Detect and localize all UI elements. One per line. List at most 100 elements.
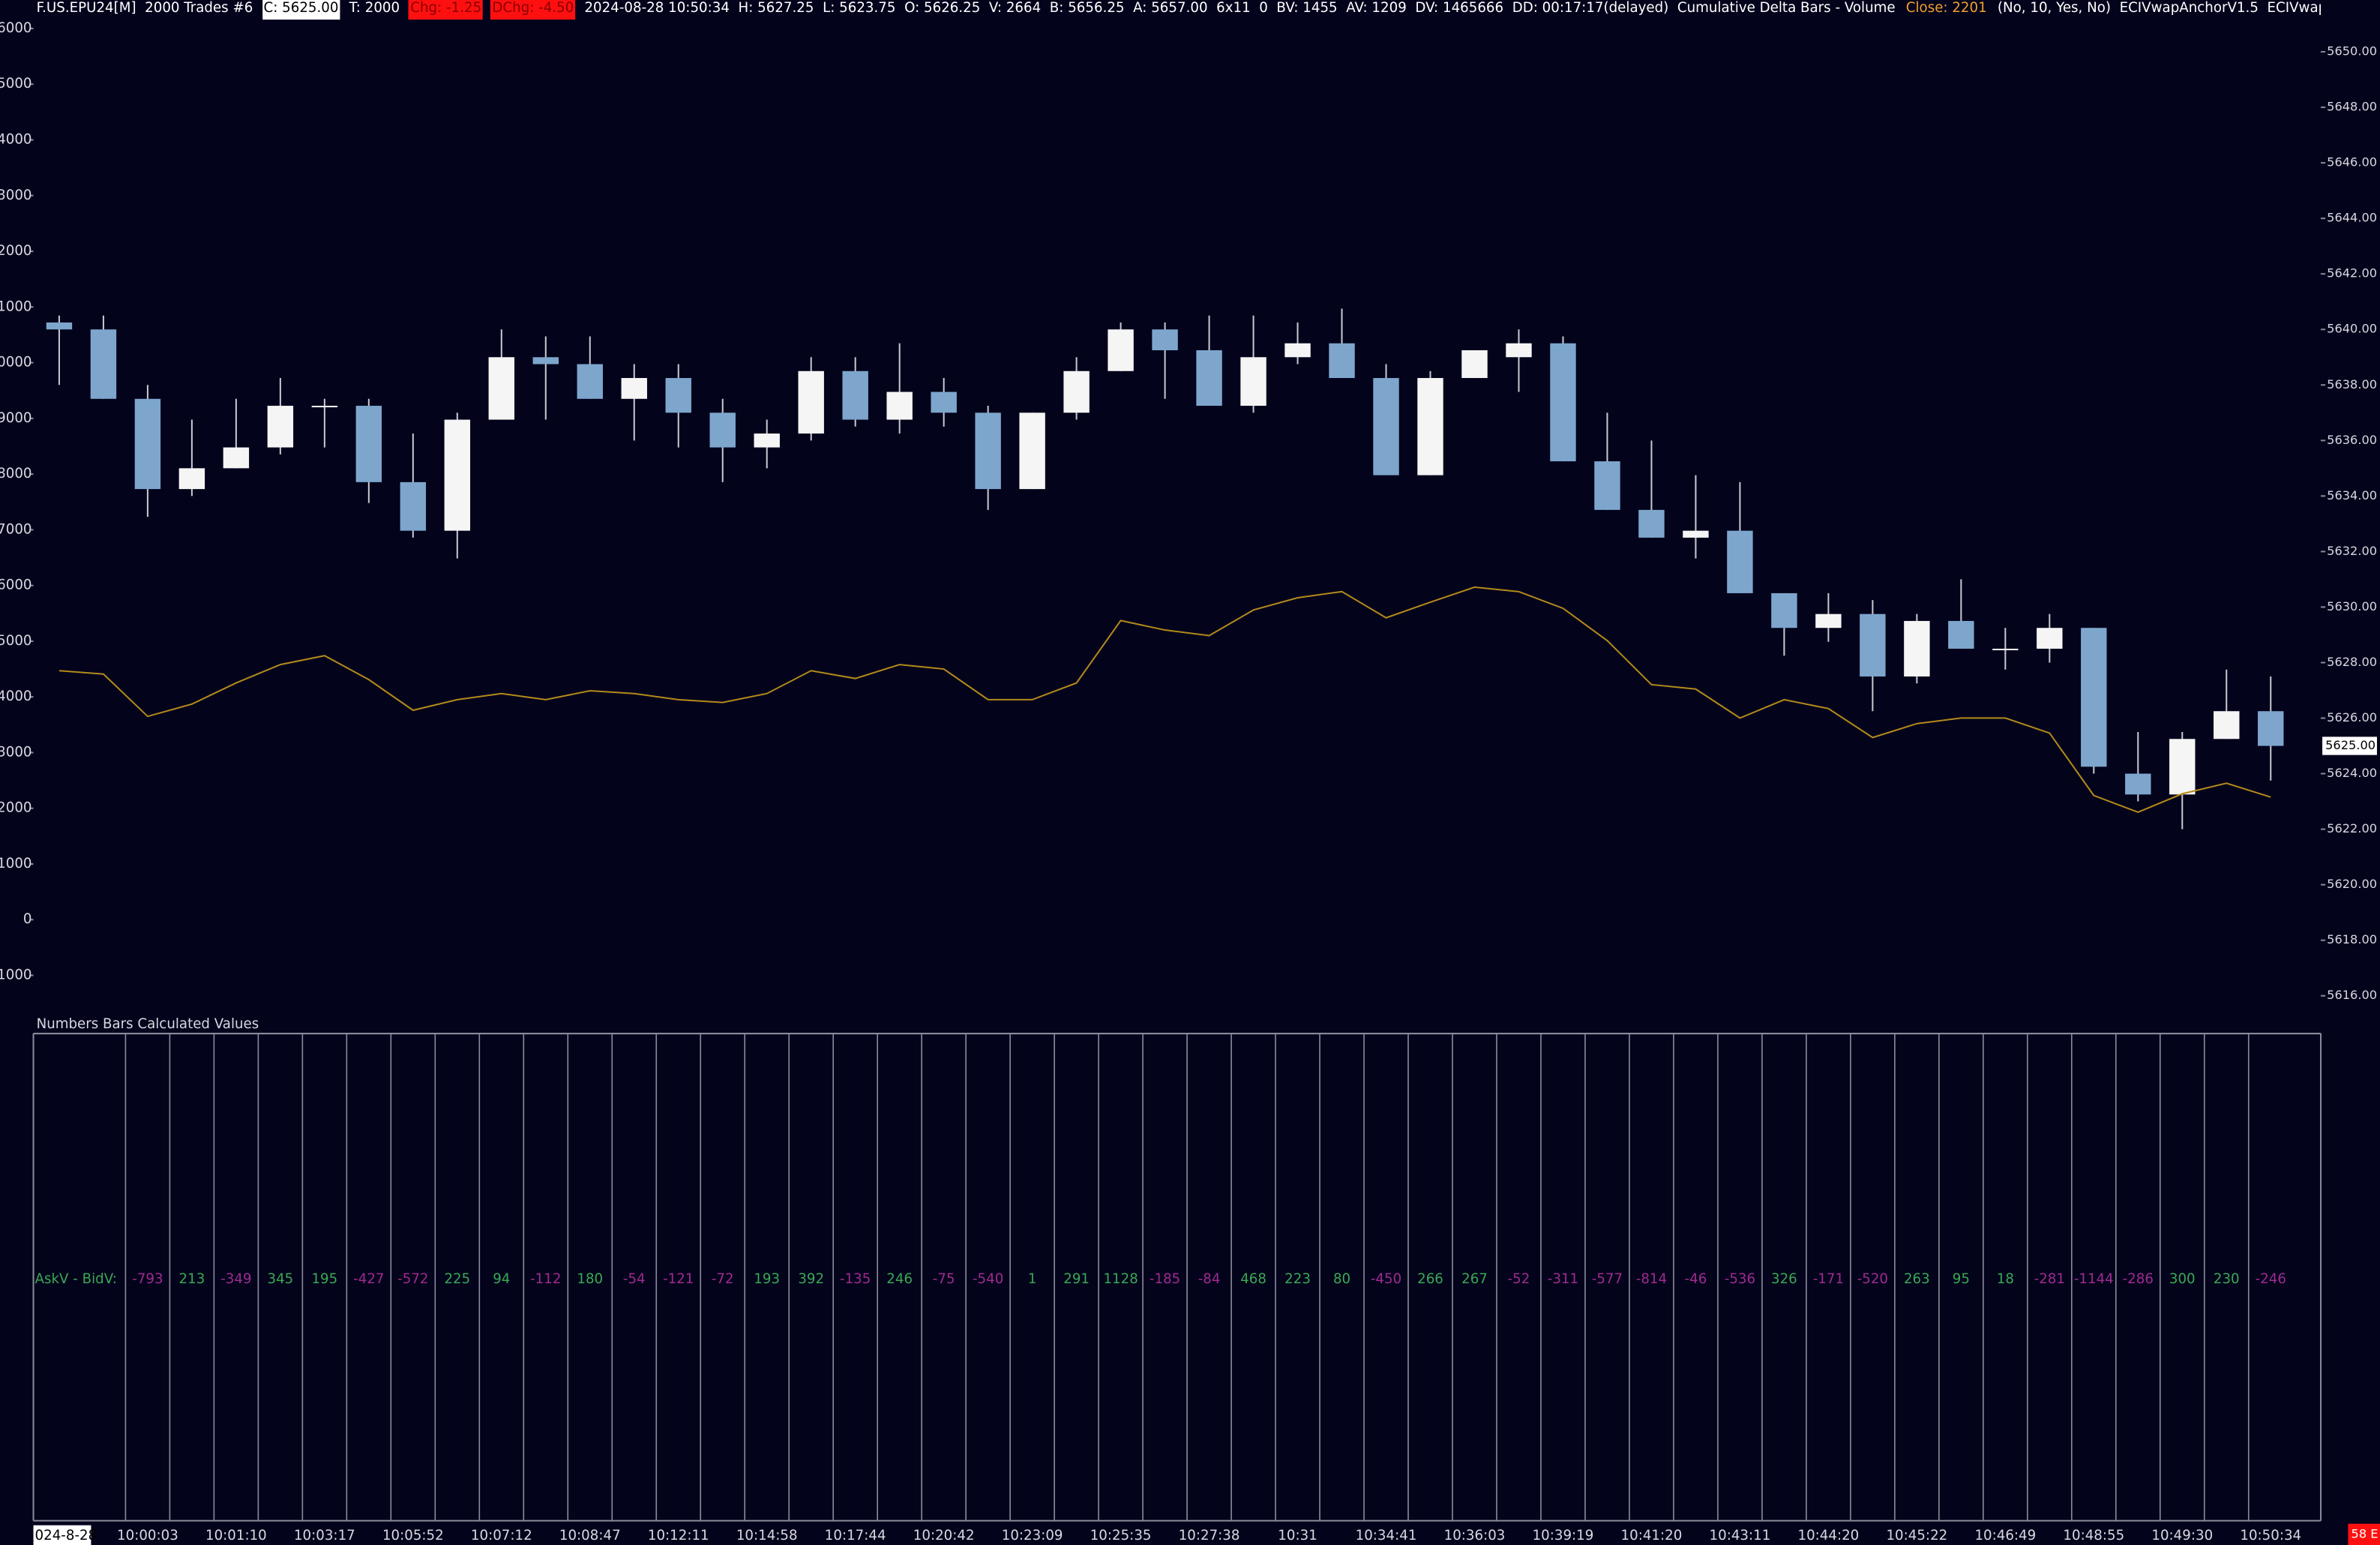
x-tick-label: 10:43:11 bbox=[1710, 1528, 1771, 1544]
value-label: -520 bbox=[1857, 1271, 1888, 1287]
value-label: -450 bbox=[1371, 1271, 1401, 1287]
candle-body bbox=[1904, 620, 1930, 676]
value-label: -72 bbox=[712, 1271, 734, 1287]
value-label: 345 bbox=[267, 1271, 293, 1287]
candle-body bbox=[842, 370, 868, 420]
value-label: 267 bbox=[1461, 1271, 1488, 1287]
value-label: 213 bbox=[179, 1271, 205, 1287]
value-label: 266 bbox=[1417, 1271, 1443, 1287]
x-tick-label: 10:14:58 bbox=[736, 1528, 798, 1544]
candle-body bbox=[488, 357, 515, 420]
header-item: DChg: -4.50 bbox=[490, 0, 576, 20]
candle-body bbox=[400, 482, 427, 531]
status-label: 58 E bbox=[2352, 1526, 2379, 1540]
value-label: -281 bbox=[2034, 1271, 2065, 1287]
value-label: 180 bbox=[577, 1271, 603, 1287]
cumulative-delta-line bbox=[58, 586, 2271, 813]
header-item: T: 2000 bbox=[349, 2, 400, 17]
y2-tick-label: 3000 bbox=[0, 188, 32, 203]
value-label: 18 bbox=[1997, 1271, 2014, 1287]
x-tick-label: 10:34:41 bbox=[1356, 1528, 1417, 1544]
y-tick-label: 5616.00 bbox=[2327, 988, 2377, 1002]
header-item: C: 5625.00 bbox=[262, 0, 340, 20]
candle-body bbox=[1594, 461, 1620, 510]
header-item: Close: 2201 bbox=[1905, 2, 1987, 17]
candle-body bbox=[975, 412, 1001, 490]
value-label: 1128 bbox=[1103, 1271, 1138, 1287]
candle-body bbox=[1108, 329, 1134, 371]
candle-body bbox=[1638, 509, 1665, 538]
status-box bbox=[2348, 1523, 2380, 1545]
candle-body bbox=[2037, 628, 2063, 649]
x-tick-label: 10:48:55 bbox=[2063, 1528, 2124, 1544]
candle-body bbox=[2169, 739, 2196, 795]
x-tick-label: 10:03:17 bbox=[294, 1528, 355, 1544]
value-label: 300 bbox=[2169, 1271, 2196, 1287]
candle-body bbox=[2081, 628, 2107, 767]
x-tick-label: 10:41:20 bbox=[1621, 1528, 1683, 1544]
x-tick-label: 10:17:44 bbox=[825, 1528, 886, 1544]
y2-tick-label: 1000 bbox=[0, 968, 32, 983]
value-label: 263 bbox=[1904, 1271, 1930, 1287]
pane-title: Numbers Bars Calculated Values bbox=[37, 1016, 259, 1032]
x-tick-label: 10:36:03 bbox=[1444, 1528, 1506, 1544]
value-label: -75 bbox=[933, 1271, 955, 1287]
x-tick-label: 10:05:52 bbox=[382, 1528, 444, 1544]
value-label: 291 bbox=[1063, 1271, 1090, 1287]
y2-tick-label: 9000 bbox=[0, 410, 32, 426]
candle-body bbox=[1727, 530, 1753, 593]
value-label: -793 bbox=[132, 1271, 163, 1287]
x-tick-label: 10:27:38 bbox=[1179, 1528, 1240, 1544]
candle-body bbox=[1196, 350, 1222, 406]
candle-body bbox=[1240, 357, 1266, 406]
value-label: -121 bbox=[663, 1271, 694, 1287]
candle-body bbox=[665, 378, 691, 413]
candle-body bbox=[223, 447, 250, 469]
date-label-bg bbox=[33, 1525, 91, 1545]
value-label: 95 bbox=[1953, 1271, 1970, 1287]
candle-body bbox=[1992, 648, 2019, 650]
candle-body bbox=[444, 419, 471, 531]
y2-tick-label: 7000 bbox=[0, 521, 32, 537]
candle-body bbox=[1948, 620, 1974, 649]
candle-body bbox=[1152, 329, 1178, 351]
candle-body bbox=[1550, 343, 1576, 462]
candle-body bbox=[2258, 711, 2284, 746]
x-tick-label: 10:39:19 bbox=[1533, 1528, 1594, 1544]
value-label: 225 bbox=[444, 1271, 470, 1287]
row-label: AskV - BidV: bbox=[35, 1271, 117, 1287]
value-label: 223 bbox=[1284, 1271, 1311, 1287]
candle-body bbox=[2214, 711, 2240, 740]
y-tick-label: 5624.00 bbox=[2327, 766, 2377, 780]
y-tick-label: 5636.00 bbox=[2327, 433, 2377, 447]
candle-body bbox=[355, 406, 382, 482]
y2-tick-label: 5000 bbox=[0, 633, 32, 649]
x-tick-label: 10:25:35 bbox=[1090, 1528, 1152, 1544]
value-label: 94 bbox=[493, 1271, 510, 1287]
value-label: 80 bbox=[1333, 1271, 1350, 1287]
value-label: 230 bbox=[2214, 1271, 2240, 1287]
y-tick-label: 5650.00 bbox=[2327, 44, 2377, 58]
x-tick-label: 10:08:47 bbox=[559, 1528, 621, 1544]
candle-body bbox=[178, 468, 205, 490]
header-bar: F.US.EPU24[M] 2000 Trades #6 C: 5625.00 T:… bbox=[35, 0, 2321, 20]
y-tick-label: 5634.00 bbox=[2327, 488, 2377, 502]
x-tick-label: 10:23:09 bbox=[1002, 1528, 1063, 1544]
value-label: 392 bbox=[798, 1271, 824, 1287]
y-tick-label: 5626.00 bbox=[2327, 710, 2377, 724]
y-tick-label: 5642.00 bbox=[2327, 266, 2377, 280]
y2-tick-label: 2000 bbox=[0, 800, 32, 816]
candle-body bbox=[886, 392, 913, 420]
x-tick-label: 10:50:34 bbox=[2240, 1528, 2301, 1544]
y-tick-label: 5628.00 bbox=[2327, 655, 2377, 669]
y2-tick-label: 5000 bbox=[0, 76, 32, 92]
candle-body bbox=[1860, 614, 1886, 676]
candle-body bbox=[46, 322, 73, 330]
candle-body bbox=[1063, 370, 1090, 413]
x-tick-label: 10:31 bbox=[1278, 1528, 1317, 1544]
y-tick-label: 5630.00 bbox=[2327, 599, 2377, 614]
value-label: 1 bbox=[1028, 1271, 1037, 1287]
x-tick-label: 10:49:30 bbox=[2151, 1528, 2213, 1544]
value-label: -54 bbox=[623, 1271, 646, 1287]
candle-body bbox=[621, 378, 647, 399]
